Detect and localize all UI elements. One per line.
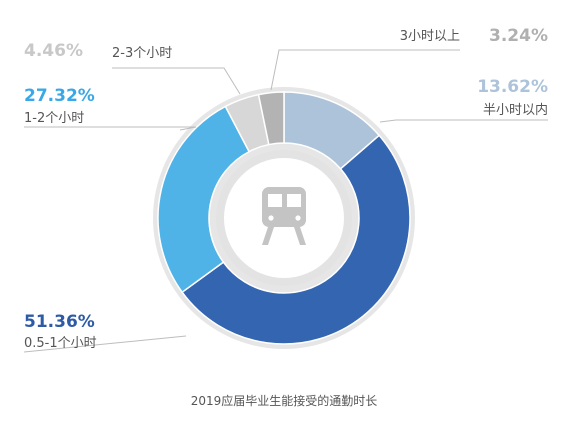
slice-4 <box>257 91 285 146</box>
chart-title: 2019应届毕业生能接受的通勤时长 <box>191 393 378 408</box>
leader-line-1-2-hour <box>24 126 197 131</box>
value-label-1-2-hour: 27.32% <box>24 86 95 106</box>
category-label-0-5-1-hour: 0.5-1个小时 <box>24 336 97 351</box>
value-label-half-hour: 13.62% <box>477 77 548 97</box>
leader-line-half-hour <box>379 119 548 123</box>
value-label-0-5-1-hour: 51.36% <box>24 312 95 332</box>
category-label-1-2-hour: 1-2个小时 <box>24 111 84 126</box>
leader-line-3-hour-plus <box>270 49 460 91</box>
slice-1 <box>181 134 411 345</box>
category-label-half-hour: 半小时以内 <box>483 102 548 118</box>
category-label-2-3-hour: 2-3个小时 <box>112 46 172 61</box>
value-label-3-hour-plus: 3.24% <box>489 26 548 46</box>
train-icon <box>262 187 306 245</box>
leader-line-2-3-hour <box>112 67 241 95</box>
donut-slices <box>157 91 411 345</box>
category-label-3-hour-plus: 3小时以上 <box>400 29 460 44</box>
leader-lines <box>23 49 548 353</box>
leader-line-0-5-1-hour <box>23 335 187 353</box>
value-label-2-3-hour: 4.46% <box>24 41 83 61</box>
slice-2 <box>157 105 251 294</box>
slice-labels: 13.62% 半小时以内 51.36% 0.5-1个小时 27.32% 1-2个小时 4.4… <box>24 26 548 351</box>
